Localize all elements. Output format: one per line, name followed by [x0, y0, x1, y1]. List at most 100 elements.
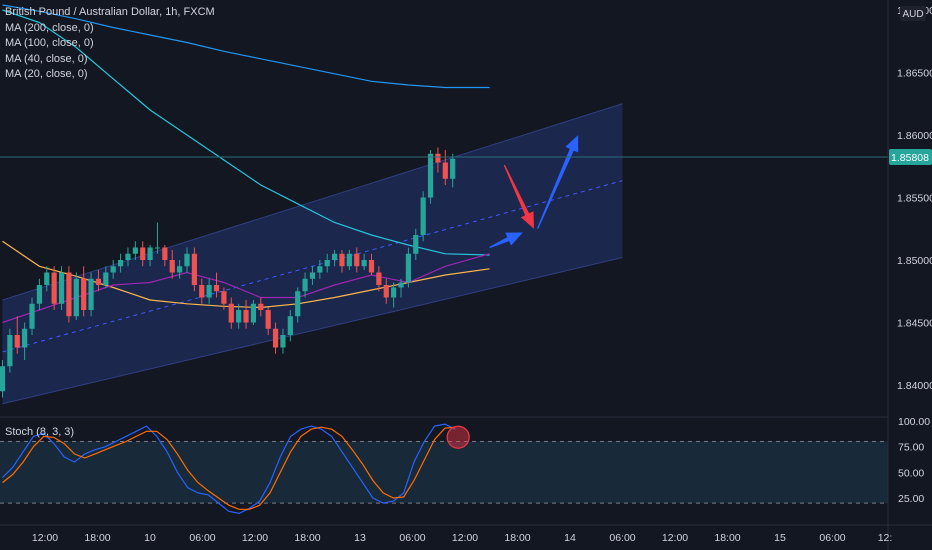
candle-body — [213, 285, 220, 292]
candle-body — [295, 291, 301, 317]
candle-body — [243, 310, 249, 323]
candle-body — [125, 253, 131, 260]
candle-body — [88, 278, 94, 310]
candle-body — [368, 260, 375, 273]
candle-body — [383, 285, 389, 298]
ma40-legend[interactable]: MA (40, close, 0) — [5, 52, 88, 65]
candle-body — [376, 272, 382, 285]
price-tick-label: 1.84500 — [897, 318, 932, 330]
candle-body — [14, 335, 20, 348]
stoch-axis[interactable]: 100.00 75.00 50.00 25.00 — [898, 416, 930, 505]
last-price-label: 1.85808 — [891, 152, 929, 164]
time-tick-label: 18:00 — [504, 532, 530, 544]
chart-legend: British Pound / Australian Dollar, 1h, F… — [5, 5, 215, 83]
blue-arrow-1 — [489, 232, 523, 249]
candle-body — [324, 260, 330, 267]
ma100-legend[interactable]: MA (100, close, 0) — [5, 37, 94, 49]
candle-body — [280, 335, 286, 348]
candle-body — [442, 162, 448, 179]
candle-body — [177, 266, 183, 273]
time-tick-label: 06:00 — [189, 532, 215, 544]
stoch-k-line — [2, 423, 456, 515]
candle-body — [420, 197, 426, 235]
ma200-legend[interactable]: MA (200, close, 0) — [5, 21, 94, 34]
price-tick-label: 1.85500 — [897, 193, 932, 205]
candle-body — [132, 247, 138, 254]
time-tick-label: 06:00 — [819, 532, 845, 544]
candle-body — [250, 303, 257, 323]
time-tick-label: 12:00 — [452, 532, 478, 544]
time-tick-label: 18:00 — [84, 532, 110, 544]
candle-body — [309, 272, 316, 279]
candle-body — [73, 278, 79, 317]
candle-body — [162, 247, 168, 260]
currency-label: AUD — [902, 9, 923, 20]
candle-body — [398, 282, 404, 288]
time-tick-label: 12:00 — [242, 532, 268, 544]
stoch-tick-label: 25.00 — [898, 493, 924, 505]
candle-body — [450, 158, 456, 179]
candle-body — [287, 316, 293, 335]
candle-body — [435, 153, 441, 163]
candle-body — [169, 260, 175, 273]
time-tick-label: 10 — [144, 532, 156, 544]
candle-body — [103, 272, 109, 285]
candle-body — [346, 253, 352, 267]
currency-badge[interactable] — [900, 6, 926, 21]
time-axis[interactable]: 12:00 18:00 10 06:00 12:00 18:00 13 06:00 12:00 1… — [32, 532, 892, 544]
candle-body — [44, 272, 50, 285]
candle-body — [236, 310, 242, 323]
ma100-line — [2, 9, 490, 256]
candle-body — [51, 272, 57, 304]
candle-body — [29, 303, 35, 329]
candle-body — [413, 235, 419, 254]
candle-body — [339, 253, 345, 267]
candle-body — [228, 303, 234, 323]
time-tick-label: 15 — [774, 532, 786, 544]
stoch-d-line — [2, 426, 456, 510]
time-tick-label: 12:00 — [662, 532, 688, 544]
price-tick-label: 1.85000 — [897, 255, 932, 267]
forecast-arrows — [489, 135, 579, 249]
stochastic-pane — [0, 423, 888, 515]
candle-body — [36, 285, 42, 304]
candle-body — [184, 253, 190, 267]
time-tick-label: 13 — [354, 532, 366, 544]
candlestick-series — [0, 147, 456, 398]
candle-body — [81, 278, 87, 310]
candle-body — [427, 153, 434, 198]
candle-body — [140, 247, 146, 260]
time-tick-label: 12:00 — [32, 532, 58, 544]
candle-body — [405, 253, 411, 283]
price-tick-label: 1.86500 — [897, 68, 932, 80]
candle-body — [110, 266, 116, 273]
price-tick-label: 1.86000 — [897, 130, 932, 142]
stoch-legend[interactable]: Stoch (8, 3, 3) — [5, 426, 75, 438]
candle-body — [361, 260, 367, 267]
candle-body — [154, 247, 161, 249]
blue-arrow-2 — [536, 135, 579, 229]
time-tick-label: 06:00 — [399, 532, 425, 544]
candle-body — [66, 272, 72, 317]
candle-body — [199, 285, 205, 298]
price-tick-label: 1.84000 — [897, 380, 932, 392]
stoch-tick-label: 100.00 — [898, 416, 930, 428]
candle-body — [317, 266, 323, 273]
candle-body — [391, 287, 397, 298]
candle-body — [7, 335, 13, 367]
candle-body — [302, 278, 308, 292]
ma200-line — [2, 4, 490, 89]
candle-body — [95, 278, 102, 285]
symbol-title[interactable]: British Pound / Australian Dollar, 1h, F… — [5, 6, 215, 18]
ma20-legend[interactable]: MA (20, close, 0) — [5, 68, 88, 80]
time-tick-label: 14 — [564, 532, 576, 544]
candle-body — [354, 253, 360, 267]
last-price-badge — [889, 149, 932, 165]
candle-body — [221, 291, 227, 304]
candle-body — [332, 253, 338, 260]
time-tick-label: 18:00 — [294, 532, 320, 544]
candle-body — [147, 247, 153, 260]
channel-fill — [2, 103, 623, 404]
candle-body — [117, 260, 124, 267]
